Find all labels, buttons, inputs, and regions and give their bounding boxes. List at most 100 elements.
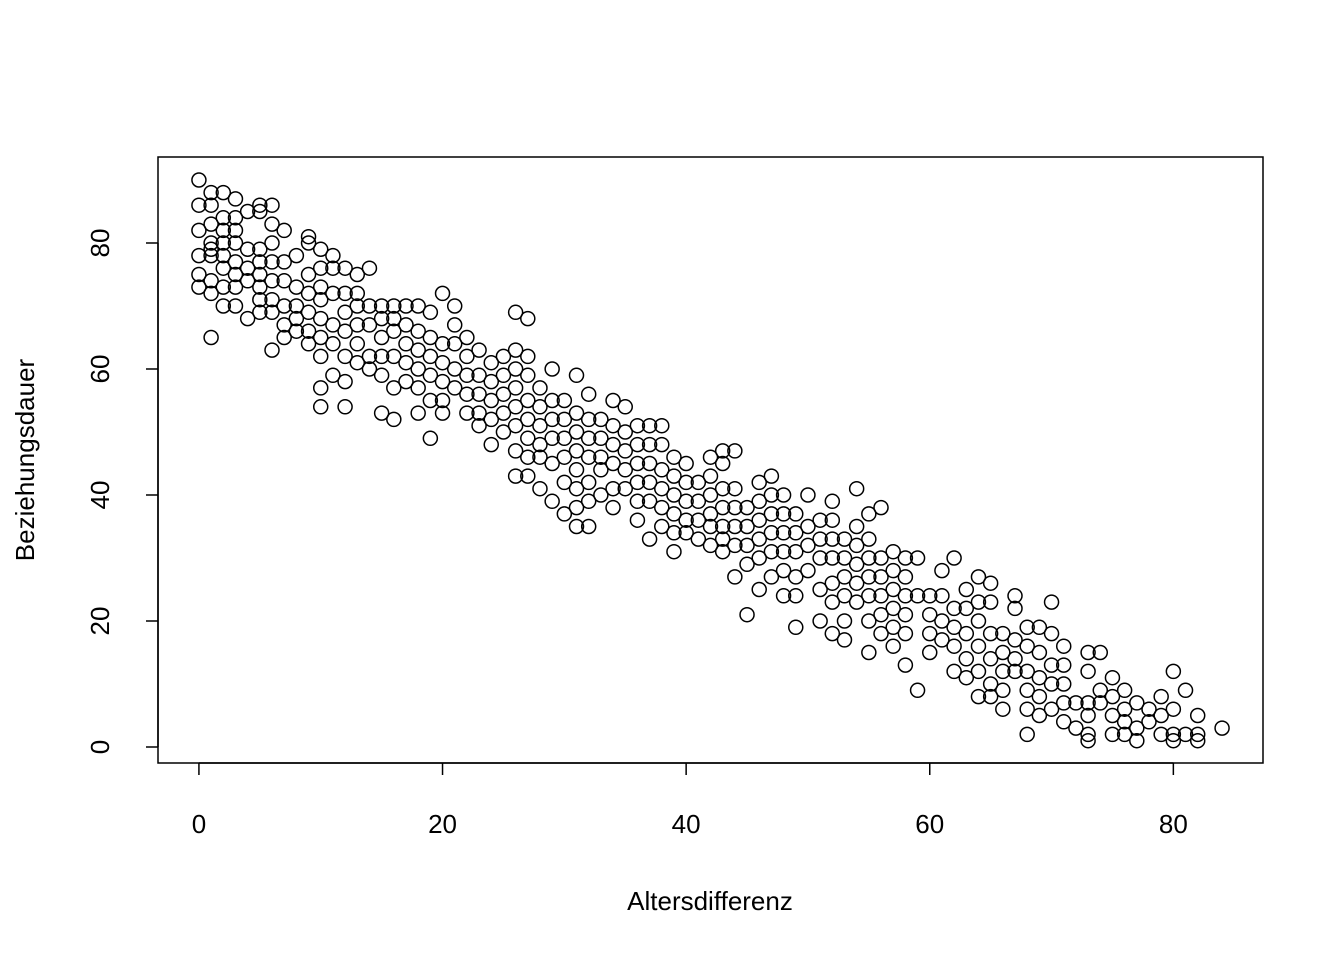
point: [1080, 726, 1096, 743]
point: [958, 581, 975, 598]
point: [434, 405, 451, 421]
point: [459, 367, 475, 384]
point: [373, 298, 390, 314]
point: [727, 518, 743, 535]
point: [678, 493, 694, 510]
point: [1104, 669, 1121, 686]
point: [909, 588, 926, 604]
point: [861, 506, 877, 522]
point: [434, 373, 451, 390]
point: [361, 361, 378, 377]
point: [191, 279, 207, 295]
point: [312, 260, 329, 276]
point: [507, 361, 524, 377]
point: [617, 480, 633, 497]
point: [580, 386, 597, 402]
point: [288, 323, 305, 339]
point: [446, 380, 463, 396]
point: [641, 531, 658, 547]
point: [264, 197, 280, 213]
point: [666, 487, 682, 503]
point: [203, 197, 219, 213]
point: [1043, 594, 1060, 610]
point: [483, 354, 500, 371]
point: [1116, 701, 1133, 717]
point: [239, 241, 256, 258]
y-axis-title: Beziehungsdauer: [10, 358, 40, 561]
point: [982, 575, 999, 591]
point: [775, 562, 792, 579]
point: [300, 304, 317, 321]
point: [361, 298, 378, 314]
point: [751, 531, 767, 547]
point: [824, 550, 841, 566]
point: [593, 449, 609, 465]
point: [203, 235, 219, 251]
point: [1031, 644, 1048, 661]
point: [227, 222, 244, 239]
x-tick-label: 0: [192, 809, 206, 839]
point: [471, 417, 487, 434]
point: [885, 543, 901, 560]
point: [775, 487, 792, 503]
point: [714, 499, 731, 516]
point: [946, 619, 962, 636]
point: [203, 329, 219, 346]
point: [824, 512, 841, 528]
point: [398, 317, 414, 333]
point: [788, 543, 804, 560]
point: [1116, 714, 1133, 730]
point: [446, 361, 463, 377]
y-tick-label: 40: [85, 481, 115, 510]
point: [629, 474, 646, 491]
point: [312, 380, 329, 396]
point: [885, 562, 901, 579]
point: [848, 537, 865, 554]
point: [812, 512, 828, 528]
point: [568, 424, 585, 440]
point: [702, 468, 719, 484]
point: [568, 367, 585, 384]
point: [1055, 695, 1072, 711]
point: [714, 443, 731, 459]
point: [276, 298, 292, 314]
point: [288, 247, 305, 264]
point: [873, 569, 889, 585]
point: [227, 191, 244, 207]
point: [995, 701, 1011, 717]
point: [276, 329, 292, 346]
x-tick-label: 60: [915, 809, 944, 839]
point: [763, 525, 780, 541]
point: [507, 399, 524, 415]
point: [593, 411, 609, 428]
point: [337, 285, 353, 302]
point: [946, 663, 962, 680]
point: [848, 575, 865, 591]
point: [398, 354, 414, 371]
point: [300, 235, 317, 251]
point: [763, 506, 780, 522]
point: [325, 317, 341, 333]
point: [617, 443, 633, 459]
point: [544, 392, 560, 409]
point: [288, 279, 305, 295]
point: [617, 424, 633, 440]
point: [788, 569, 804, 585]
point: [495, 367, 512, 384]
point: [1165, 663, 1182, 680]
point: [227, 235, 244, 251]
point: [434, 354, 451, 371]
point: [1043, 657, 1060, 673]
point: [861, 531, 877, 547]
point: [958, 669, 975, 686]
point: [1153, 707, 1169, 724]
point: [593, 487, 609, 503]
point: [1141, 701, 1157, 717]
point: [422, 367, 439, 384]
point: [264, 254, 280, 270]
point: [215, 298, 232, 314]
point: [203, 241, 219, 258]
point: [1080, 695, 1096, 711]
point: [434, 392, 451, 409]
point: [1189, 732, 1206, 749]
